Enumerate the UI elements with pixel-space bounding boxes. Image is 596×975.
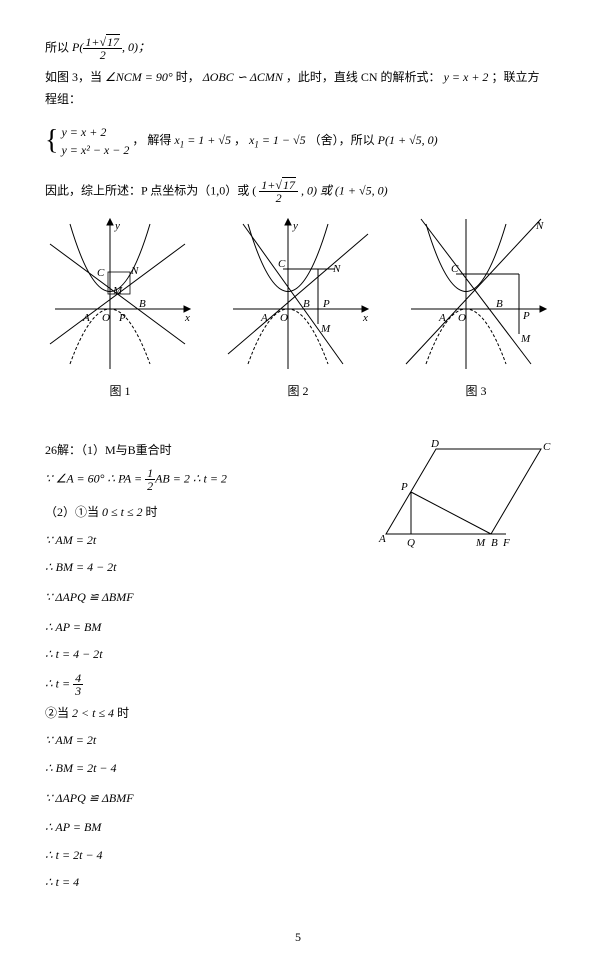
svg-text:N: N bbox=[130, 265, 139, 277]
s26-l9: ②当 2 < t ≤ 4 时 bbox=[45, 703, 371, 725]
svg-text:O: O bbox=[280, 312, 288, 324]
p2m2: ΔOBC ∽ ΔCMN bbox=[203, 70, 283, 84]
s26-title: 26解：（1）M与B重合时 bbox=[45, 440, 371, 462]
p2a: 如图 3，当 bbox=[45, 70, 105, 84]
s26-l8-den: 3 bbox=[73, 685, 83, 697]
fig1-label: 图 1 bbox=[45, 382, 195, 399]
svg-text:F: F bbox=[502, 537, 510, 549]
fig3-label: 图 3 bbox=[401, 382, 551, 399]
p4-frac: 1+√172 bbox=[259, 179, 298, 204]
line-summary: 因此，综上所述：P 点坐标为（1,0）或 ( 1+√172 , 0) 或 (1 … bbox=[45, 179, 551, 204]
section-26-right: A D C P Q MBF bbox=[371, 434, 551, 900]
fig2-label: 图 2 bbox=[223, 382, 373, 399]
svg-text:y: y bbox=[114, 220, 120, 232]
s26-l4: ∴ BM = 4 − 2t bbox=[45, 557, 371, 579]
svg-text:O: O bbox=[458, 312, 466, 324]
p3a: ， 解得 bbox=[132, 133, 174, 147]
p3c: （舍），所以 bbox=[309, 133, 378, 147]
svg-text:C: C bbox=[97, 267, 105, 279]
p1-text: 所以 bbox=[45, 40, 72, 54]
p2c: ，此时，直线 CN 的解析式： bbox=[286, 70, 441, 84]
brace: { bbox=[45, 125, 58, 156]
svg-text:N: N bbox=[332, 263, 341, 275]
svg-text:C: C bbox=[451, 263, 459, 275]
svg-text:x: x bbox=[184, 312, 190, 324]
s26-l13: ∴ AP = BM bbox=[45, 817, 371, 839]
rhombus-svg: A D C P Q MBF bbox=[371, 434, 551, 554]
line-p1: 所以 P(1+√172, 0)； bbox=[45, 36, 551, 61]
svg-text:D: D bbox=[430, 438, 439, 450]
sys1: y = x + 2 bbox=[61, 125, 106, 139]
line-p2: 如图 3，当 ∠NCM = 90° 时， ΔOBC ∽ ΔCMN ，此时，直线 … bbox=[45, 67, 551, 110]
svg-text:P: P bbox=[522, 310, 530, 322]
s26-l3: ∵ AM = 2t bbox=[45, 530, 371, 552]
svg-text:B: B bbox=[491, 537, 498, 549]
svg-text:B: B bbox=[139, 298, 146, 310]
svg-text:B: B bbox=[303, 298, 310, 310]
svg-text:N: N bbox=[535, 220, 544, 232]
svg-text:C: C bbox=[278, 258, 286, 270]
p4a: 因此，综上所述：P 点坐标为（1,0）或 ( bbox=[45, 183, 256, 197]
figure-2: y x AO B C N M P 图 2 bbox=[223, 214, 373, 399]
sys-eqs: y = x + 2 y = x² − x − 2 bbox=[61, 123, 129, 159]
svg-text:A: A bbox=[82, 312, 90, 324]
line-system: { y = x + 2 y = x² − x − 2 ， 解得 x1 = 1 +… bbox=[45, 116, 551, 166]
svg-text:y: y bbox=[292, 220, 298, 232]
s26-l8-num: 4 bbox=[73, 672, 83, 685]
svg-text:M: M bbox=[475, 537, 486, 549]
svg-text:M: M bbox=[112, 285, 123, 297]
p3b: ， bbox=[234, 133, 249, 147]
svg-text:M: M bbox=[320, 323, 331, 335]
section-26-left: 26解：（1）M与B重合时 ∵ ∠A = 60° ∴ PA = 12AB = 2… bbox=[45, 434, 371, 900]
p3m1: x1 = 1 + √5 bbox=[174, 133, 231, 147]
p2b: 时， bbox=[176, 70, 200, 84]
svg-text:M: M bbox=[520, 333, 531, 345]
p3m3: P(1 + √5, 0) bbox=[378, 133, 438, 147]
p3m2: x1 = 1 − √5 bbox=[249, 133, 306, 147]
svg-text:A: A bbox=[378, 533, 386, 545]
svg-text:Q: Q bbox=[407, 537, 415, 549]
s26-l8: ∴ t = 43 bbox=[45, 672, 371, 697]
p1-math: P(1+√172, 0)； bbox=[72, 40, 150, 54]
s26-l1: ∵ ∠A = 60° ∴ PA = 12AB = 2 ∴ t = 2 bbox=[45, 467, 371, 492]
svg-text:C: C bbox=[543, 441, 551, 453]
s26-l12: ∵ ΔAPQ ≌ ΔBMF bbox=[45, 788, 371, 810]
fig3-svg: N AO B C MP bbox=[401, 214, 551, 374]
s26-l14: ∴ t = 2t − 4 bbox=[45, 845, 371, 867]
p2m1: ∠NCM = 90° bbox=[105, 70, 173, 84]
fig1-svg: y x AOP B C NM bbox=[45, 214, 195, 374]
figure-3: N AO B C MP 图 3 bbox=[401, 214, 551, 399]
fig2-svg: y x AO B C N M P bbox=[223, 214, 373, 374]
s26-l10: ∵ AM = 2t bbox=[45, 730, 371, 752]
p4b: , 0) 或 (1 + √5, 0) bbox=[301, 183, 388, 197]
p2m3: y = x + 2 bbox=[444, 70, 489, 84]
section-26: 26解：（1）M与B重合时 ∵ ∠A = 60° ∴ PA = 12AB = 2… bbox=[45, 434, 551, 900]
svg-text:P: P bbox=[400, 481, 408, 493]
svg-text:P: P bbox=[118, 312, 126, 324]
svg-text:A: A bbox=[438, 312, 446, 324]
s26-l2: （2）①当 0 ≤ t ≤ 2 时 bbox=[45, 502, 371, 524]
svg-text:B: B bbox=[496, 298, 503, 310]
s26-l7: ∴ t = 4 − 2t bbox=[45, 644, 371, 666]
svg-text:x: x bbox=[362, 312, 368, 324]
svg-text:O: O bbox=[102, 312, 110, 324]
s26-l11: ∴ BM = 2t − 4 bbox=[45, 758, 371, 780]
page-number: 5 bbox=[45, 930, 551, 945]
figures-row: yx AOPB CNM 图 1 yx AOB CNMP bbox=[45, 214, 551, 399]
s26-l5: ∵ ΔAPQ ≌ ΔBMF bbox=[45, 587, 371, 609]
svg-text:P: P bbox=[322, 298, 330, 310]
svg-text:A: A bbox=[260, 312, 268, 324]
figure-1: y x AOP B C NM 图 1 bbox=[45, 214, 195, 399]
s26-l6: ∴ AP = BM bbox=[45, 617, 371, 639]
s26-l15: ∴ t = 4 bbox=[45, 872, 371, 894]
sys2: y = x² − x − 2 bbox=[61, 143, 129, 157]
